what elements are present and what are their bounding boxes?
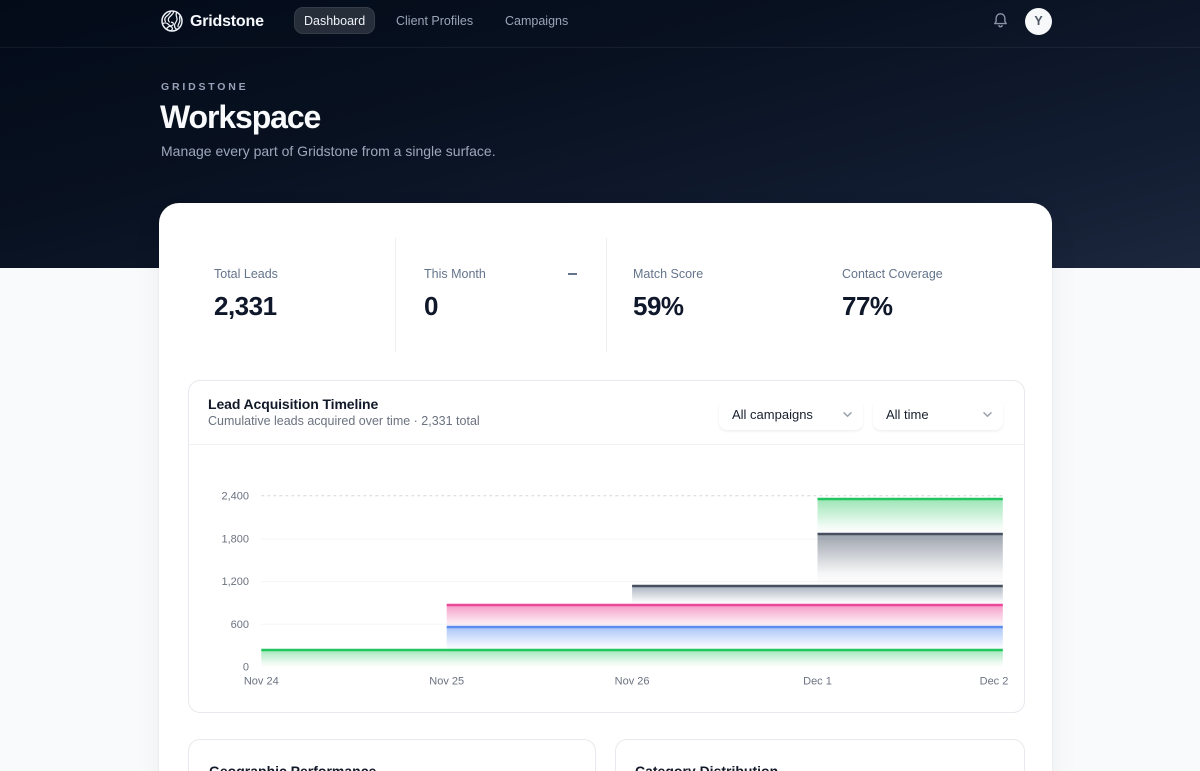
svg-text:600: 600 (231, 619, 249, 631)
svg-text:Dec 2: Dec 2 (980, 676, 1009, 688)
svg-text:0: 0 (243, 662, 249, 674)
svg-text:Nov 24: Nov 24 (244, 676, 279, 688)
svg-text:1,800: 1,800 (221, 533, 249, 545)
svg-text:Nov 25: Nov 25 (429, 676, 464, 688)
svg-text:1,200: 1,200 (221, 576, 249, 588)
svg-text:2,400: 2,400 (221, 491, 249, 503)
svg-text:Nov 26: Nov 26 (615, 676, 650, 688)
svg-text:Dec 1: Dec 1 (803, 676, 832, 688)
